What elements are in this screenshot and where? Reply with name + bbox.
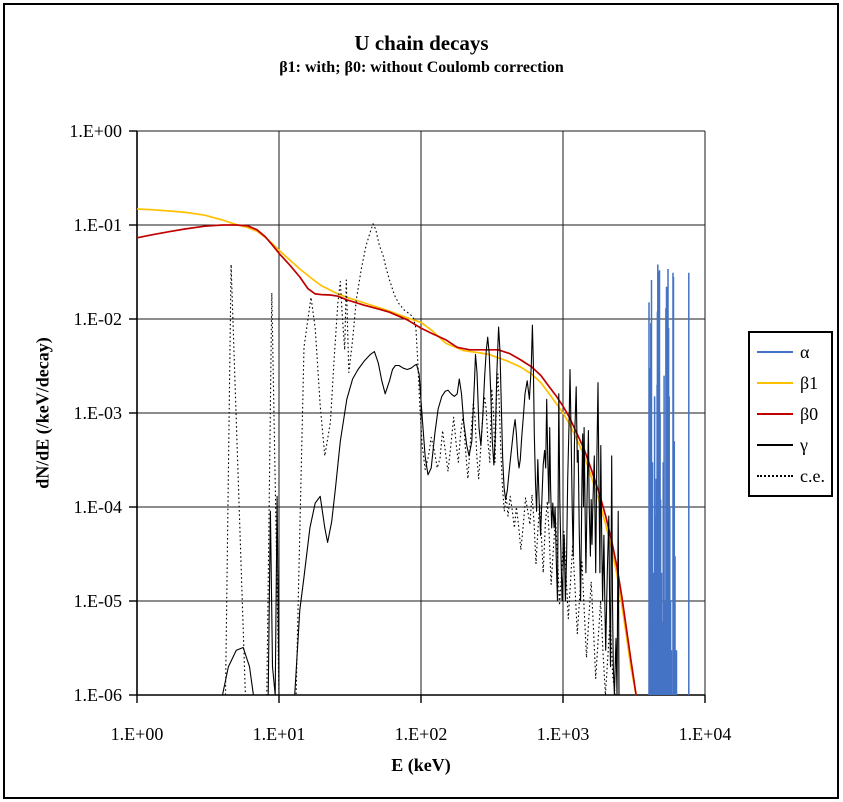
y-axis-title: dN/dE (/keV/decay)	[32, 337, 53, 489]
series-ce	[224, 223, 616, 696]
y-tick-label: 1.E-02	[74, 309, 123, 329]
series-beta0	[136, 224, 637, 696]
legend: α β1 β0 γ c.e.	[748, 331, 833, 497]
legend-line-beta1	[757, 382, 793, 385]
x-tick-label: 1.E+04	[679, 724, 732, 744]
legend-item-ce: c.e.	[757, 467, 829, 485]
legend-line-gamma	[757, 443, 793, 446]
y-tick-label: 1.E-05	[74, 591, 123, 611]
legend-line-alpha	[757, 351, 793, 354]
x-tick-label: 1.E+03	[537, 724, 590, 744]
x-tick-label: 1.E+01	[253, 724, 306, 744]
chart-subtitle: β1: with; β0: without Coulomb correction	[279, 59, 564, 76]
legend-label-gamma: γ	[800, 434, 808, 455]
series-alpha	[648, 264, 690, 695]
y-tick-label: 1.E+00	[69, 121, 122, 141]
legend-line-ce	[757, 474, 793, 477]
series-gamma	[221, 324, 620, 696]
legend-label-beta0: β0	[800, 403, 819, 424]
legend-item-beta1: β1	[757, 374, 829, 392]
x-tick-label: 1.E+02	[395, 724, 448, 744]
legend-label-alpha: α	[800, 342, 810, 363]
chart-title: U chain decays	[354, 31, 489, 55]
y-tick-label: 1.E-04	[74, 497, 123, 517]
legend-label-beta1: β1	[800, 373, 819, 394]
legend-item-beta0: β0	[757, 405, 829, 423]
legend-line-beta0	[757, 412, 793, 415]
x-axis-title: E (keV)	[391, 755, 451, 775]
y-tick-label: 1.E-06	[74, 685, 123, 705]
legend-label-ce: c.e.	[800, 465, 825, 486]
y-tick-label: 1.E-01	[74, 215, 123, 235]
series-beta1	[136, 208, 637, 696]
legend-item-alpha: α	[757, 343, 829, 361]
x-tick-label: 1.E+00	[111, 724, 164, 744]
legend-item-gamma: γ	[757, 436, 829, 454]
y-tick-label: 1.E-03	[74, 403, 123, 423]
